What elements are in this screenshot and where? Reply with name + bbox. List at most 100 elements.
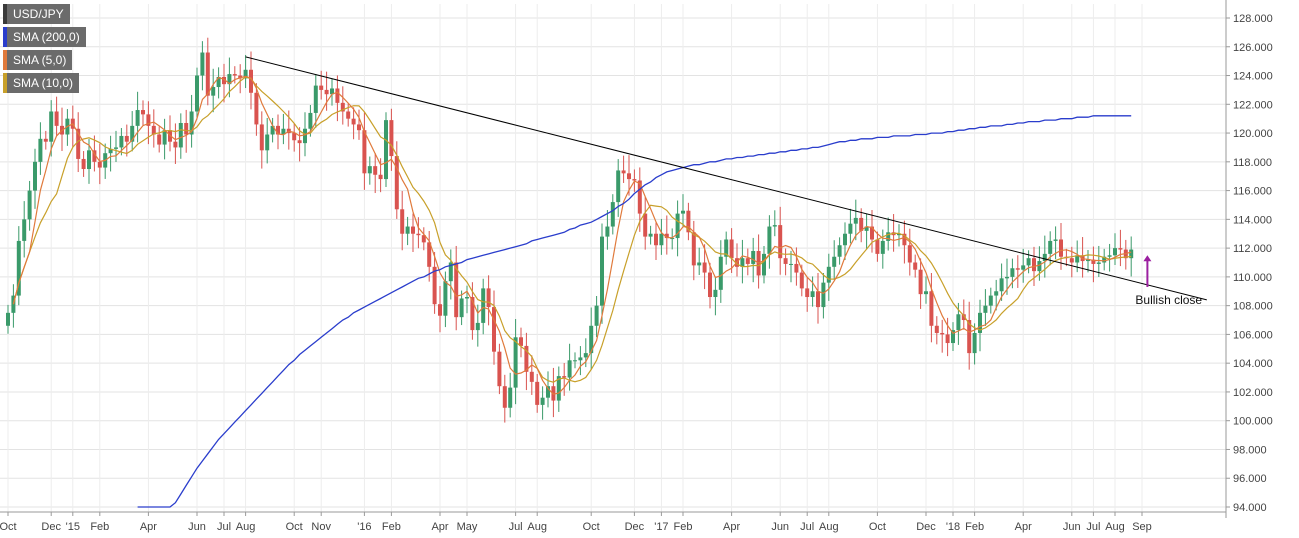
candle-body-149 <box>810 291 815 298</box>
candle-129 <box>702 244 707 290</box>
candle-54 <box>297 127 302 162</box>
candle-142 <box>772 210 777 237</box>
candle-body-206 <box>1118 248 1123 250</box>
legend-symbol[interactable]: USD/JPY <box>3 4 70 24</box>
candle-38 <box>211 68 216 113</box>
candle-body-194 <box>1053 239 1058 241</box>
legend-symbol-label: USD/JPY <box>13 7 64 21</box>
candle-body-150 <box>816 291 820 308</box>
candle-body-187 <box>1015 268 1020 270</box>
x-tick-label-12: Apr <box>431 521 448 533</box>
candle-body-129 <box>702 262 707 273</box>
legend-sma200-label: SMA (200,0) <box>13 30 80 44</box>
candle-body-102 <box>556 376 561 401</box>
candle-body-22 <box>124 135 129 142</box>
candle-body-156 <box>848 223 853 234</box>
candle-body-15 <box>87 150 91 170</box>
candle-body-162 <box>880 240 885 254</box>
candle-body-124 <box>675 213 680 239</box>
x-tick-label-8: Oct <box>286 521 303 533</box>
candle-body-43 <box>238 75 243 79</box>
candle-body-163 <box>886 232 891 241</box>
candle-body-63 <box>346 111 351 119</box>
candle-114 <box>621 155 626 183</box>
x-tick-label-23: Aug <box>819 521 839 533</box>
candle-body-76 <box>416 233 421 236</box>
chart-legend: USD/JPY SMA (200,0) SMA (5,0) SMA (10,0) <box>3 4 86 96</box>
candle-75 <box>411 213 415 253</box>
candle-body-96 <box>524 345 529 372</box>
candle-body-93 <box>508 387 513 408</box>
candle-body-75 <box>411 226 415 234</box>
candle-70 <box>384 112 388 187</box>
y-tick-label-17: 94.000 <box>1233 502 1267 514</box>
candle-188 <box>1021 248 1026 283</box>
candle-body-42 <box>232 74 237 76</box>
x-tick-label-10: '16 <box>357 521 371 533</box>
candle-78 <box>427 231 432 282</box>
candle-body-37 <box>205 52 210 96</box>
annotation-label: Bullish close <box>1135 293 1202 307</box>
candle-body-131 <box>713 289 718 298</box>
candle-105 <box>573 352 577 369</box>
candle-body-127 <box>691 232 696 266</box>
candle-body-58 <box>319 85 324 90</box>
candle-body-50 <box>276 125 280 135</box>
y-tick-label-0: 128.000 <box>1233 13 1273 25</box>
candle-body-109 <box>594 305 599 326</box>
candle-body-62 <box>340 102 345 112</box>
candle-154 <box>837 237 842 265</box>
candle-193 <box>1048 231 1053 266</box>
candle-155 <box>843 222 847 261</box>
candle-23 <box>130 111 135 152</box>
candle-body-169 <box>918 269 923 295</box>
candle-39 <box>216 67 221 99</box>
candle-137 <box>745 248 750 276</box>
legend-sma10[interactable]: SMA (10,0) <box>3 73 80 93</box>
x-tick-label-5: Jun <box>188 521 206 533</box>
candle-body-51 <box>281 128 286 135</box>
legend-sma10-swatch <box>3 73 7 93</box>
candle-body-78 <box>427 242 432 267</box>
candle-body-161 <box>875 239 880 254</box>
y-axis-ticks: 128.000 126.000 124.000 122.000 120.000 118.0… <box>1226 13 1273 514</box>
candle-body-5 <box>33 161 37 191</box>
legend-sma200-swatch <box>3 27 7 47</box>
candle-body-120 <box>654 233 658 246</box>
candle-body-152 <box>826 266 831 283</box>
candle-202 <box>1096 245 1101 278</box>
x-tick-label-24: Oct <box>869 521 886 533</box>
candle-body-25 <box>141 110 145 115</box>
candle-108 <box>589 307 594 370</box>
candle-67 <box>367 156 372 185</box>
candle-31 <box>173 123 178 164</box>
candle-130 <box>708 262 712 309</box>
candle-99 <box>540 386 545 420</box>
candle-body-46 <box>254 92 259 125</box>
candle-104 <box>567 343 572 391</box>
candle-200 <box>1086 249 1090 273</box>
candle-34 <box>189 94 194 148</box>
candle-body-3 <box>22 219 27 241</box>
candle-17 <box>97 143 102 185</box>
candle-28 <box>157 126 162 153</box>
candle-7 <box>43 130 48 150</box>
candle-3 <box>22 201 27 258</box>
candle-24 <box>135 91 140 143</box>
candle-body-192 <box>1042 253 1047 262</box>
legend-sma5[interactable]: SMA (5,0) <box>3 50 73 70</box>
x-tick-label-7: Aug <box>236 521 256 533</box>
candle-body-112 <box>610 202 615 227</box>
candle-body-183 <box>994 291 999 296</box>
candle-184 <box>999 263 1004 301</box>
candle-134 <box>729 228 734 273</box>
candle-115 <box>627 155 631 196</box>
legend-sma200[interactable]: SMA (200,0) <box>3 27 86 47</box>
candle-158 <box>859 208 864 243</box>
x-tick-label-31: Aug <box>1105 521 1125 533</box>
candle-8 <box>49 100 54 157</box>
candle-178 <box>967 301 972 370</box>
candle-body-202 <box>1096 262 1101 264</box>
candle-126 <box>686 202 691 241</box>
candle-body-159 <box>864 226 869 231</box>
